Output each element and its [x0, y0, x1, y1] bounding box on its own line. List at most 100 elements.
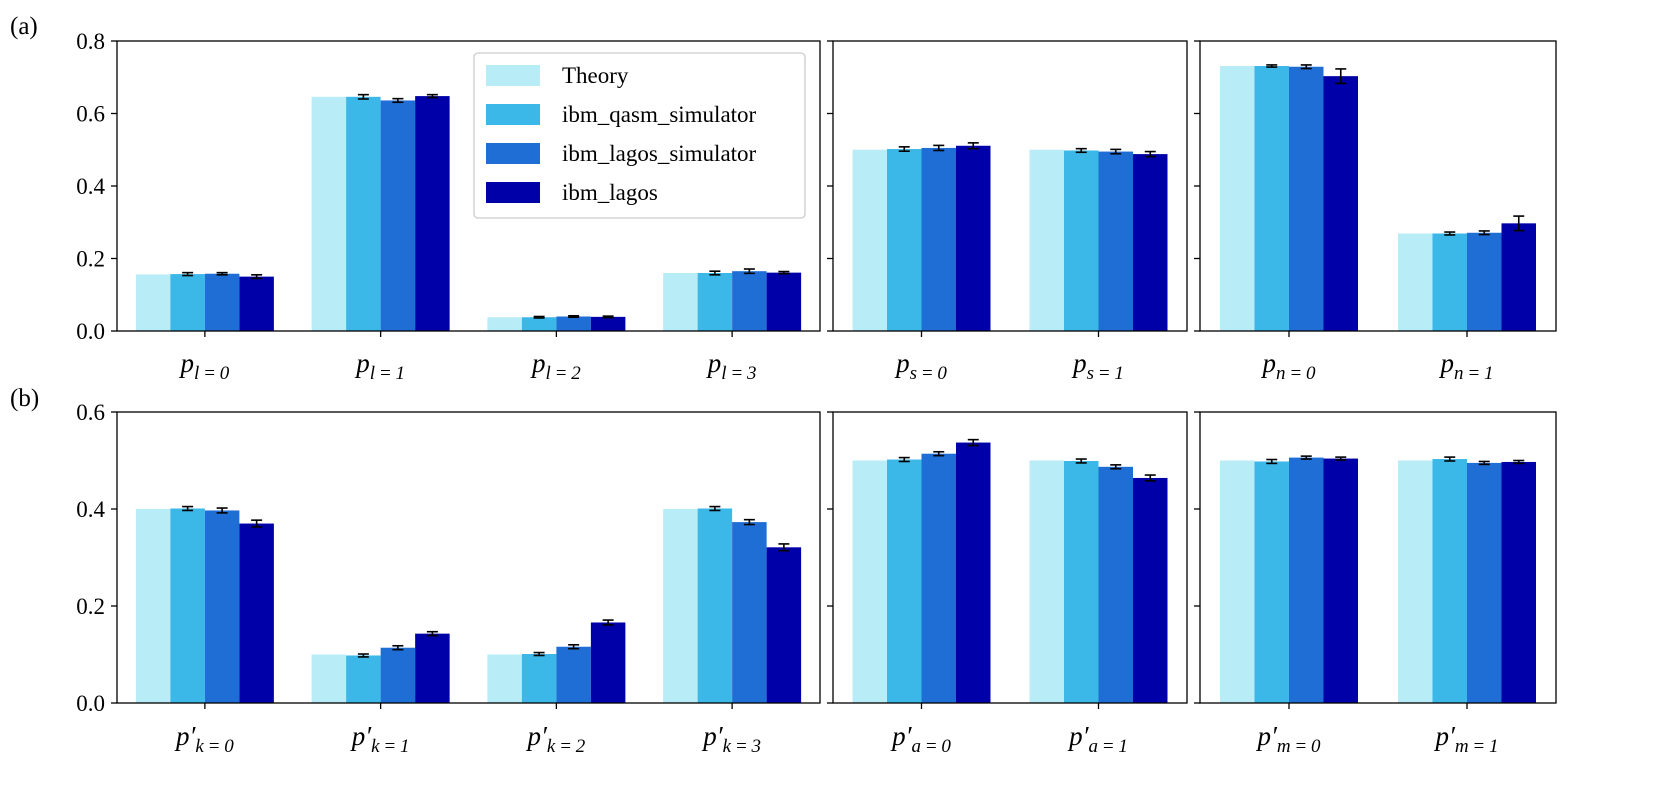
bar-ibm_lagos — [956, 145, 991, 331]
error-bar — [1144, 474, 1156, 482]
legend-label: ibm_qasm_simulator — [562, 102, 757, 127]
error-bar — [533, 315, 545, 319]
x-tick-label: pl = 2 — [530, 348, 581, 384]
subplot-1: 0.0 0.2 0.4 0.6 0.8 pl = 0 pl = 1 pl = 2 pl = 3 — [76, 29, 821, 384]
bar-ibm_lagos_simulator — [1289, 66, 1324, 332]
x-tick-label: pl = 3 — [706, 348, 757, 384]
y-tick-label: 0.6 — [76, 400, 105, 425]
y-tick-label: 0.0 — [76, 319, 105, 344]
bar-ibm_lagos — [766, 272, 802, 331]
error-bar — [1478, 460, 1490, 466]
bar-ibm_lagos — [415, 633, 450, 703]
x-tick-label: p′k = 2 — [525, 721, 585, 757]
bar-ibm_qasm_simulator — [1064, 150, 1099, 331]
x-tick-label: p′k = 3 — [701, 721, 761, 757]
bar-ibm_qasm_simulator — [1432, 233, 1467, 331]
error-bar — [967, 142, 979, 150]
legend-swatch — [486, 65, 540, 86]
error-bar — [392, 644, 404, 651]
bar-ibm_qasm_simulator — [346, 96, 381, 331]
bar-ibm_lagos_simulator — [1098, 151, 1133, 331]
bar-ibm_lagos — [1501, 223, 1536, 331]
bar-ibm_lagos — [239, 523, 274, 703]
error-bar — [1513, 459, 1525, 465]
bar-ibm_qasm_simulator — [346, 655, 381, 703]
bar-ibm_lagos — [956, 442, 991, 703]
error-bar — [602, 315, 614, 319]
error-bar — [778, 270, 790, 275]
error-bar — [743, 518, 755, 526]
x-tick-label: pn = 1 — [1439, 348, 1494, 384]
x-tick-label: ps = 1 — [1071, 348, 1124, 384]
bar-ibm_qasm_simulator — [1254, 66, 1289, 331]
bar-ibm_lagos_simulator — [921, 453, 956, 703]
bar-ibm_lagos — [1501, 461, 1536, 703]
error-bar — [1478, 230, 1490, 236]
bar-Theory — [487, 654, 522, 703]
bar-Theory — [135, 274, 171, 331]
bar-ibm_qasm_simulator — [697, 273, 733, 331]
error-bar — [933, 450, 945, 457]
x-tick-label: p′m = 0 — [1255, 721, 1321, 757]
bar-Theory — [663, 273, 698, 331]
bar-ibm_lagos_simulator — [204, 510, 240, 703]
y-tick-label: 0.4 — [76, 174, 105, 199]
bar-ibm_qasm_simulator — [887, 459, 922, 703]
bar-Theory — [135, 509, 171, 703]
legend-box — [473, 52, 806, 219]
y-tick-label: 0.2 — [76, 594, 105, 619]
bar-ibm_qasm_simulator — [521, 654, 557, 703]
error-bar — [709, 270, 721, 276]
legend-label: ibm_lagos_simulator — [562, 141, 757, 166]
error-bar — [778, 543, 790, 552]
error-bar — [1300, 64, 1312, 70]
error-bar — [251, 519, 263, 528]
bar-ibm_lagos_simulator — [1467, 462, 1502, 703]
bar-Theory — [1029, 460, 1064, 703]
x-tick-label: p′a = 0 — [890, 721, 951, 757]
bar-Theory — [852, 149, 887, 331]
legend-swatch — [486, 104, 540, 125]
bar-ibm_lagos_simulator — [1467, 232, 1502, 331]
y-tick-label: 0.8 — [76, 29, 105, 54]
subplot-2: p′a = 0 p′a = 1 — [827, 411, 1188, 757]
error-bar — [709, 505, 721, 512]
error-bar — [216, 507, 228, 514]
error-bar — [426, 630, 438, 637]
bar-ibm_qasm_simulator — [697, 508, 733, 703]
error-bar — [1144, 150, 1156, 158]
error-bar — [182, 505, 194, 512]
x-tick-label: p′m = 1 — [1433, 721, 1498, 757]
bar-ibm_qasm_simulator — [170, 508, 205, 703]
bar-ibm_lagos — [1323, 458, 1358, 703]
error-bar — [1266, 64, 1278, 68]
legend-swatch — [486, 182, 540, 203]
bar-ibm_lagos — [239, 276, 274, 332]
error-bar — [602, 619, 614, 626]
bar-ibm_lagos_simulator — [921, 147, 956, 331]
bar-ibm_lagos_simulator — [380, 100, 416, 331]
bar-ibm_lagos_simulator — [556, 646, 591, 703]
error-bar — [743, 268, 755, 275]
error-bar — [357, 653, 369, 658]
bar-ibm_lagos — [766, 547, 802, 703]
bar-ibm_lagos_simulator — [732, 522, 767, 703]
y-tick-label: 0.6 — [76, 102, 105, 127]
error-bar — [1335, 68, 1347, 85]
bar-ibm_lagos_simulator — [732, 271, 767, 331]
bar-ibm_qasm_simulator — [1254, 461, 1289, 703]
error-bar — [1300, 455, 1312, 460]
x-tick-label: pn = 0 — [1261, 348, 1316, 384]
error-bar — [357, 93, 369, 100]
bar-ibm_lagos — [415, 96, 450, 331]
bar-ibm_lagos — [1323, 76, 1358, 331]
bar-Theory — [1220, 460, 1255, 703]
error-bar — [1444, 456, 1456, 462]
bar-Theory — [311, 654, 347, 703]
error-bar — [1444, 231, 1456, 236]
x-tick-label: pl = 0 — [179, 348, 230, 384]
bar-ibm_qasm_simulator — [1064, 460, 1099, 703]
axes-frame — [116, 411, 821, 704]
y-tick-label: 0.2 — [76, 247, 105, 272]
